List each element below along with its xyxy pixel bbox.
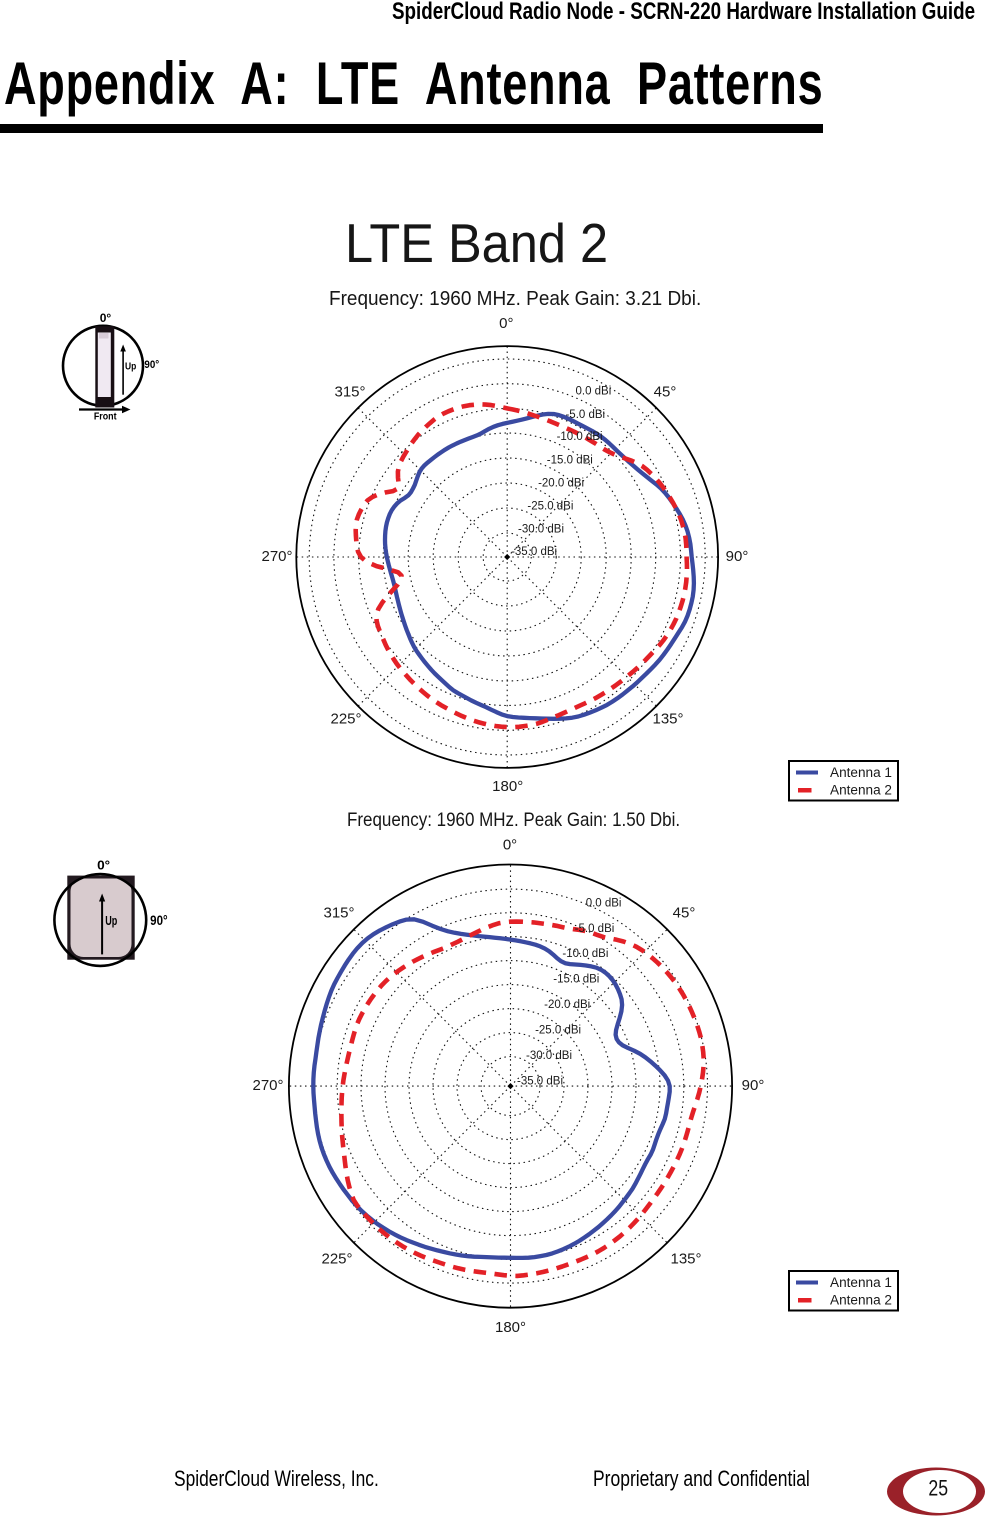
svg-text:90°: 90° [144, 359, 159, 371]
svg-text:0.0 dBi: 0.0 dBi [586, 897, 622, 909]
svg-text:0.0 dBi: 0.0 dBi [575, 386, 611, 398]
svg-text:45°: 45° [654, 383, 677, 400]
svg-text:90°: 90° [742, 1077, 765, 1094]
svg-text:-5.0 dBi: -5.0 dBi [575, 923, 615, 935]
svg-text:45°: 45° [673, 904, 696, 921]
svg-text:-10.0 dBi: -10.0 dBi [562, 948, 608, 960]
svg-text:90°: 90° [726, 548, 749, 565]
svg-text:0°: 0° [499, 315, 513, 332]
svg-text:270°: 270° [252, 1077, 283, 1094]
svg-text:225°: 225° [330, 710, 361, 727]
svg-text:0°: 0° [97, 859, 110, 873]
svg-text:-35.0 dBi: -35.0 dBi [517, 1076, 563, 1088]
svg-text:-5.0 dBi: -5.0 dBi [565, 409, 605, 421]
svg-text:180°: 180° [492, 778, 523, 795]
svg-text:225°: 225° [321, 1250, 352, 1267]
svg-text:315°: 315° [323, 904, 354, 921]
svg-text:90°: 90° [150, 913, 168, 928]
svg-text:315°: 315° [334, 383, 365, 400]
svg-text:-10.0 dBi: -10.0 dBi [557, 431, 603, 443]
svg-text:-35.0 dBi: -35.0 dBi [511, 546, 557, 558]
svg-text:-20.0 dBi: -20.0 dBi [538, 478, 584, 490]
svg-text:-20.0 dBi: -20.0 dBi [544, 999, 590, 1011]
svg-text:0°: 0° [503, 836, 517, 853]
svg-text:-30.0 dBi: -30.0 dBi [526, 1050, 572, 1062]
svg-text:Antenna 1: Antenna 1 [830, 1275, 892, 1290]
svg-text:25: 25 [928, 1475, 948, 1500]
svg-text:135°: 135° [652, 710, 683, 727]
svg-text:Antenna 1: Antenna 1 [830, 765, 892, 780]
svg-text:-25.0 dBi: -25.0 dBi [535, 1025, 581, 1037]
svg-text:0°: 0° [100, 313, 112, 325]
svg-text:-15.0 dBi: -15.0 dBi [547, 454, 593, 466]
svg-text:Up: Up [105, 913, 117, 928]
svg-text:-30.0 dBi: -30.0 dBi [518, 524, 564, 536]
svg-text:270°: 270° [261, 548, 292, 565]
svg-text:Antenna 2: Antenna 2 [830, 783, 892, 798]
svg-text:180°: 180° [495, 1319, 526, 1336]
svg-text:Front: Front [94, 412, 117, 423]
svg-text:135°: 135° [670, 1250, 701, 1267]
svg-text:Antenna 2: Antenna 2 [830, 1293, 892, 1308]
svg-text:-25.0 dBi: -25.0 dBi [527, 500, 573, 512]
svg-text:Up: Up [125, 361, 136, 372]
svg-text:-15.0 dBi: -15.0 dBi [553, 974, 599, 986]
